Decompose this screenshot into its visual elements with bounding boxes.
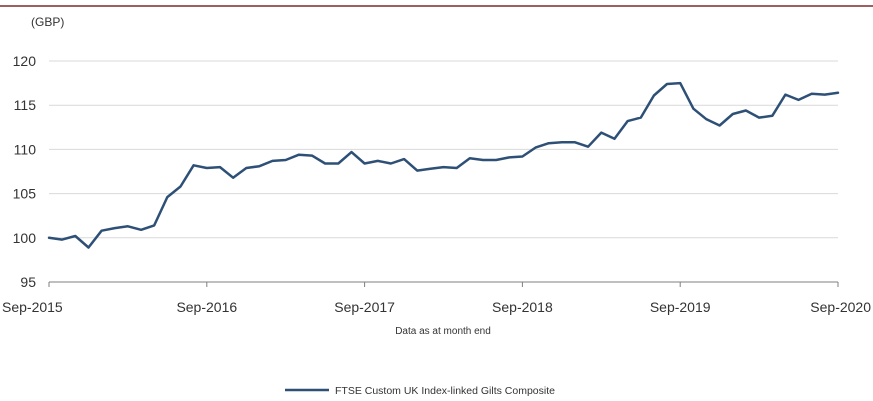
x-tick-label: Sep-2016 [176,299,237,315]
x-tick-label: Sep-2017 [334,299,395,315]
x-axis-label: Data as at month end [395,326,491,337]
y-axis-label: (GBP) [31,15,64,29]
y-tick-label: 110 [14,141,37,157]
series-lines [47,81,840,249]
x-tick-label: Sep-2019 [650,299,711,315]
y-tick-label: 105 [13,186,37,202]
y-tick-labels: 95 100 105 110 115 120 [13,53,37,290]
x-tick-marks [48,282,839,287]
y-tick-label: 100 [13,230,37,246]
legend-label: FTSE Custom UK Index-linked Gilts Compos… [335,385,555,396]
y-tick-label: 120 [13,53,37,69]
y-tick-label: 115 [14,97,37,113]
y-tick-label: 95 [20,274,36,290]
x-tick-label: Sep-2020 [810,299,871,315]
x-tick-label: Sep-2018 [492,299,553,315]
x-tick-label: Sep-2015 [2,299,63,315]
x-tick-labels: Sep-2015 Sep-2016 Sep-2017 Sep-2018 Sep-2019… [2,299,871,315]
series-line-0 [47,81,840,249]
legend: FTSE Custom UK Index-linked Gilts Compos… [285,385,555,397]
gridlines [49,60,838,239]
